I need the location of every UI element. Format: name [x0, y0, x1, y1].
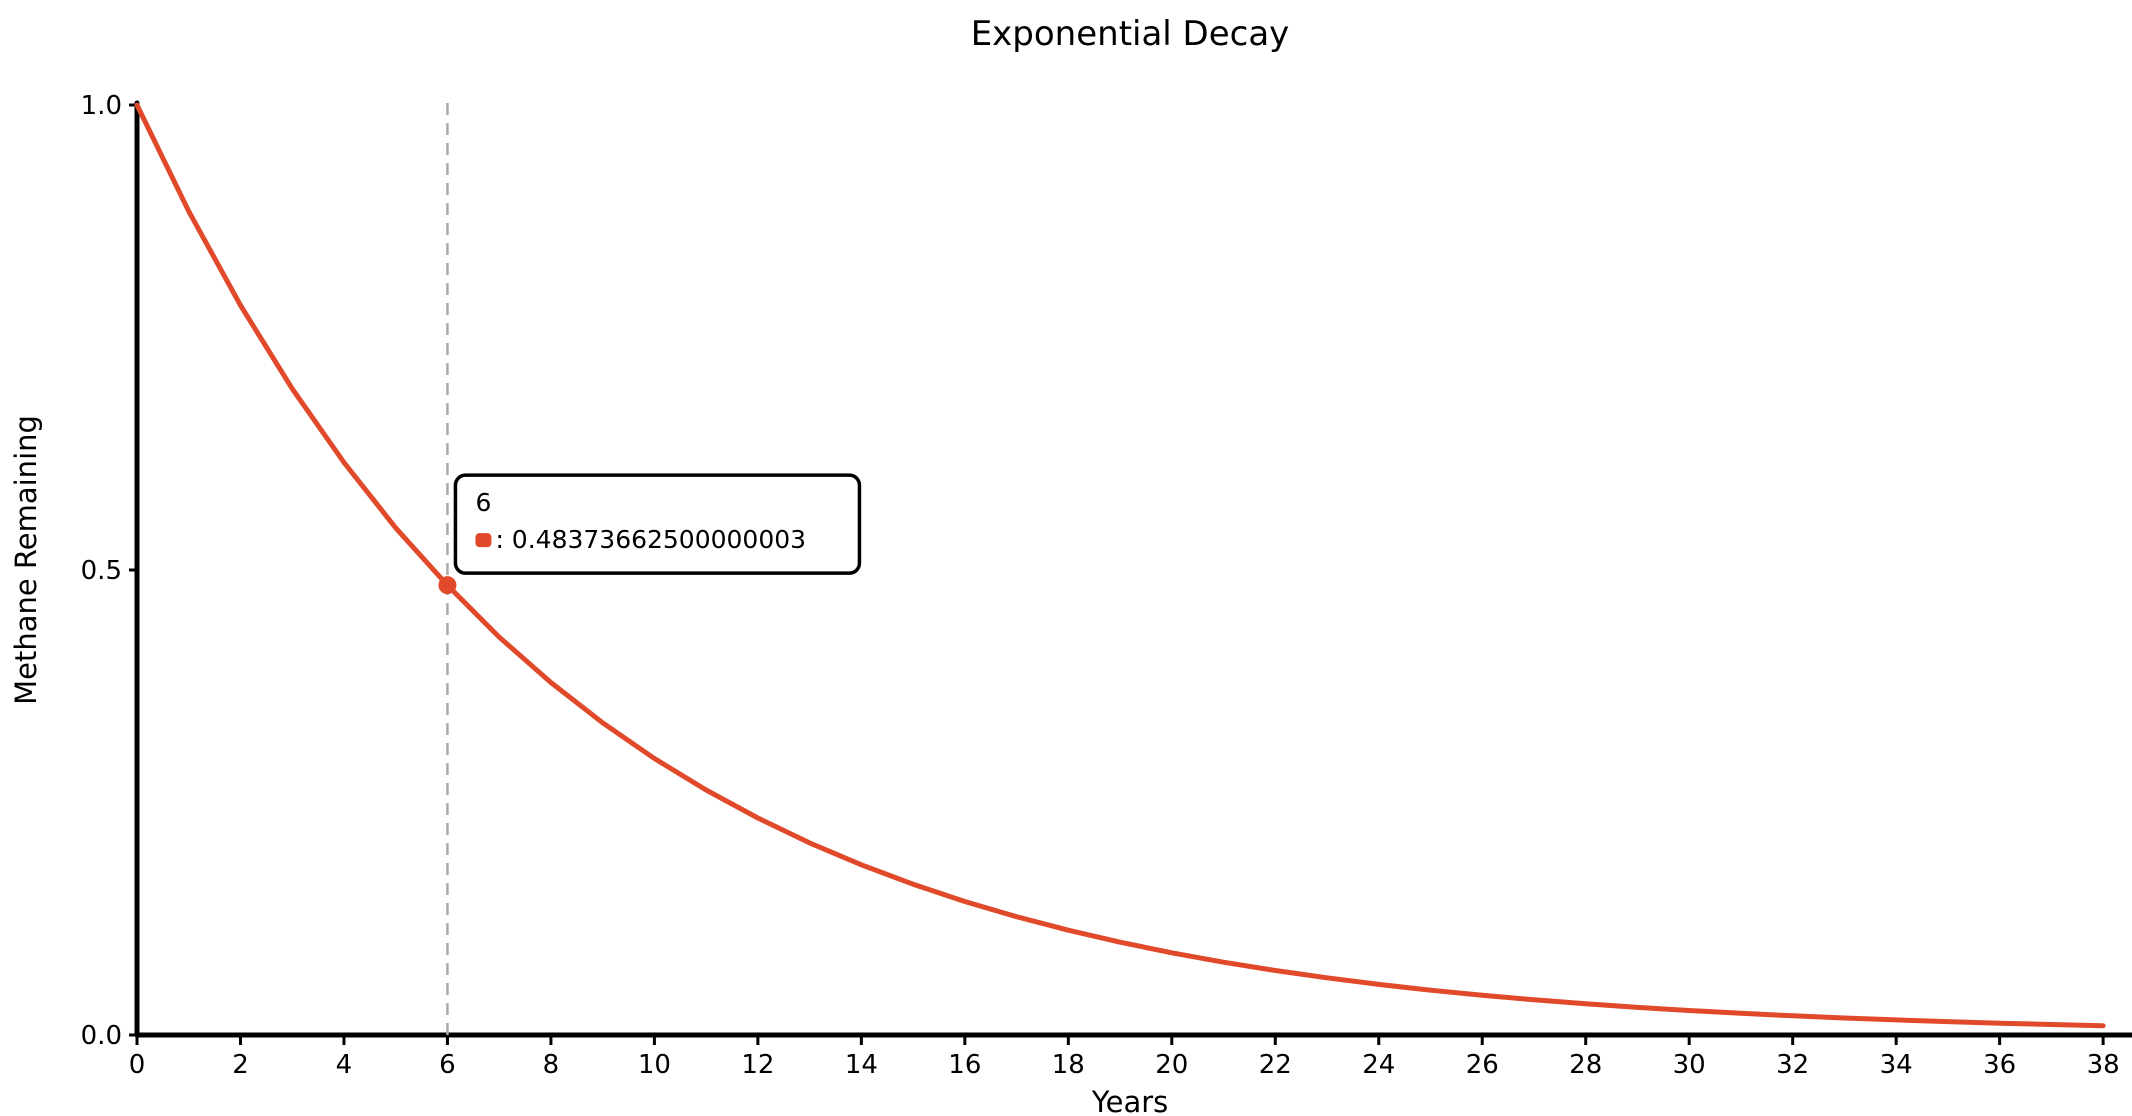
- series-line[interactable]: [134, 102, 2106, 1029]
- x-axis-title: Years: [1091, 1085, 1169, 1116]
- y-tick-label: 1.0: [81, 91, 122, 121]
- x-tick-label: 24: [1362, 1050, 1395, 1080]
- x-tick-label: 0: [129, 1050, 146, 1080]
- tooltip-series-value: : 0.48373662500000003: [495, 525, 806, 554]
- x-tick-label: 26: [1466, 1050, 1499, 1080]
- x-tick-label: 36: [1983, 1050, 2016, 1080]
- y-axis-ticks: 0.0 0.5 1.0: [81, 91, 137, 1051]
- y-tick-label: 0.5: [81, 556, 122, 586]
- x-tick-label: 2: [232, 1050, 249, 1080]
- x-tick-label: 6: [439, 1050, 456, 1080]
- x-tick-label: 8: [543, 1050, 560, 1080]
- x-tick-label: 16: [948, 1050, 981, 1080]
- x-tick-label: 32: [1776, 1050, 1809, 1080]
- x-tick-label: 30: [1673, 1050, 1706, 1080]
- tooltip-x-value: 6: [475, 488, 491, 517]
- x-tick-label: 28: [1569, 1050, 1602, 1080]
- x-tick-label: 10: [638, 1050, 671, 1080]
- x-tick-label: 12: [741, 1050, 774, 1080]
- axes: [134, 100, 2132, 1038]
- x-tick-label: 38: [2087, 1050, 2120, 1080]
- x-tick-label: 18: [1052, 1050, 1085, 1080]
- tooltip: 6 : 0.48373662500000003: [453, 473, 862, 575]
- chart-title: Exponential Decay: [971, 14, 1290, 54]
- x-tick-label: 22: [1259, 1050, 1292, 1080]
- x-tick-label: 20: [1155, 1050, 1188, 1080]
- x-tick-label: 34: [1880, 1050, 1913, 1080]
- x-axis-ticks: 0 2 4 6 8 10 12 14 16 18 20 22 24 26 28 30 32 34 36 38: [129, 1035, 2120, 1080]
- y-axis-title: Methane Remaining: [9, 415, 43, 705]
- tooltip-series-swatch: [475, 533, 492, 548]
- y-tick-label: 0.0: [81, 1021, 122, 1051]
- hover-point[interactable]: [438, 576, 457, 595]
- x-tick-label: 4: [336, 1050, 353, 1080]
- x-tick-label: 14: [845, 1050, 878, 1080]
- tooltip-box: [453, 473, 862, 575]
